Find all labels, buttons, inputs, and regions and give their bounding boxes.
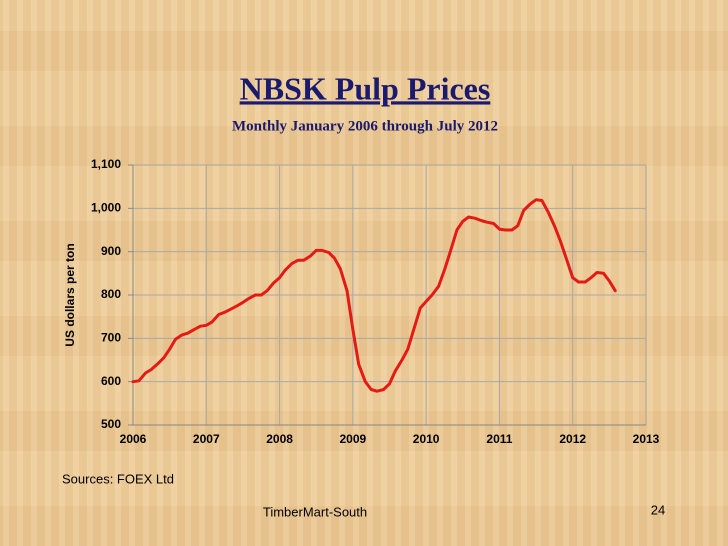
y-tick-label: 500	[101, 417, 121, 431]
x-tick-label: 2012	[559, 432, 586, 446]
y-tick-label: 900	[101, 244, 121, 258]
x-tick-label: 2007	[193, 432, 220, 446]
y-tick-label: 600	[101, 374, 121, 388]
y-tick-label: 1,100	[91, 157, 121, 171]
x-tick-label: 2006	[120, 432, 147, 446]
x-tick-label: 2009	[340, 432, 367, 446]
x-tick-label: 2010	[413, 432, 440, 446]
x-tick-label: 2011	[486, 432, 512, 446]
source: Sources: FOEX Ltd	[62, 471, 174, 486]
y-tick-label: 800	[101, 287, 121, 301]
x-tick-label: 2013	[633, 432, 660, 446]
y-axis-label: US dollars per ton	[63, 243, 77, 346]
line-series	[131, 198, 617, 393]
footer: TimberMart-South	[263, 504, 367, 519]
page-number: 24	[651, 502, 665, 517]
y-tick-label: 1,000	[91, 201, 121, 215]
y-tick-label: 700	[101, 331, 121, 345]
chart-subtitle: Monthly January 2006 through July 2012	[232, 118, 498, 134]
chart-title: NBSK Pulp Prices	[240, 70, 491, 106]
x-tick-label: 2008	[266, 432, 293, 446]
